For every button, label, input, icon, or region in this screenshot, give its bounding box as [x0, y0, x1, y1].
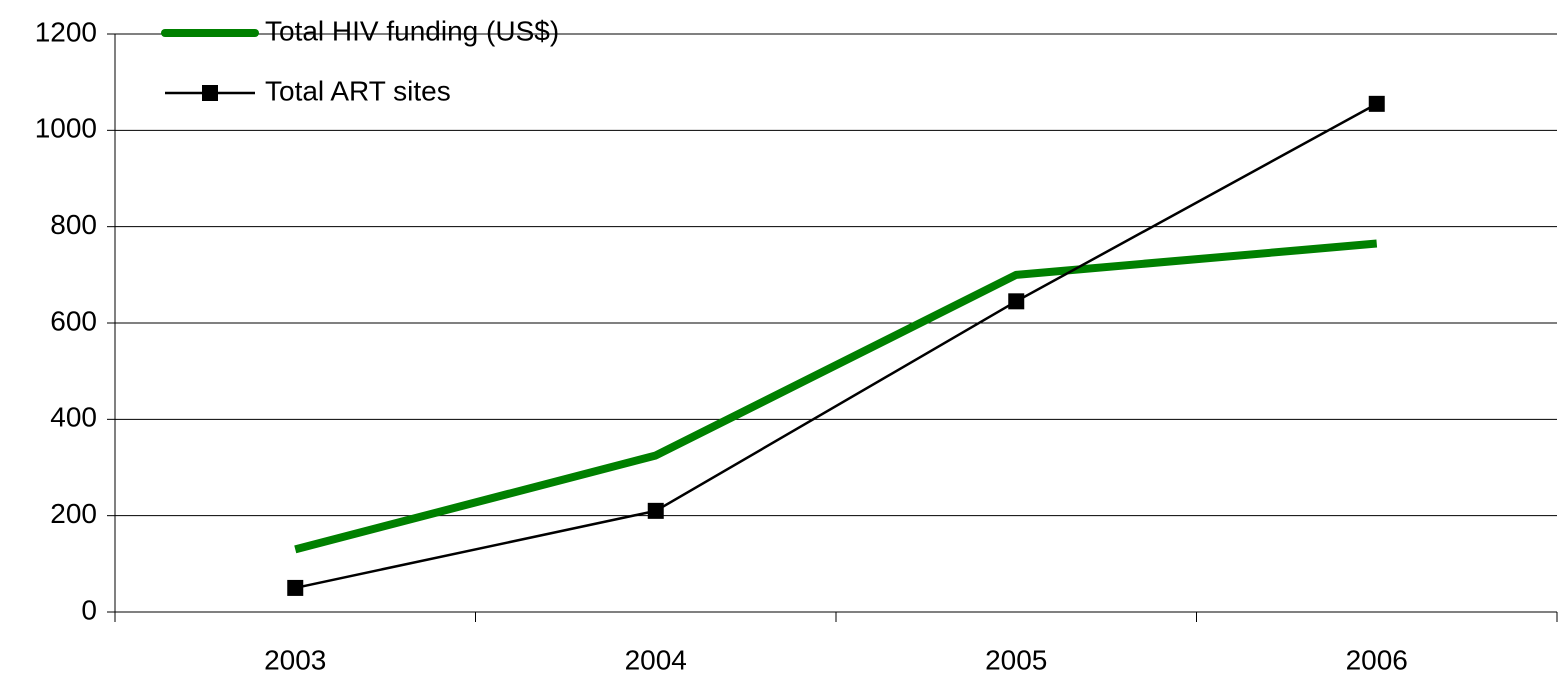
y-tick-label: 1000	[35, 113, 97, 144]
x-tick-label: 2005	[985, 644, 1047, 675]
y-tick-label: 200	[50, 498, 97, 529]
x-tick-label: 2004	[625, 644, 687, 675]
series-line	[294, 102, 1378, 590]
legend-label: Total ART sites	[265, 75, 451, 106]
x-tick-label: 2003	[264, 644, 326, 675]
x-tick-label: 2006	[1346, 644, 1408, 675]
legend-marker	[202, 85, 218, 101]
series-line	[294, 239, 1378, 554]
point-marker	[647, 502, 664, 519]
y-tick-label: 800	[50, 209, 97, 240]
legend-label: Total HIV funding (US$)	[265, 15, 559, 46]
point-marker	[287, 579, 304, 596]
y-tick-label: 600	[50, 305, 97, 336]
y-tick-label: 0	[81, 594, 97, 625]
y-tick-label: 400	[50, 402, 97, 433]
point-marker	[1008, 293, 1025, 310]
point-marker	[1368, 95, 1385, 112]
y-tick-label: 1200	[35, 16, 97, 47]
